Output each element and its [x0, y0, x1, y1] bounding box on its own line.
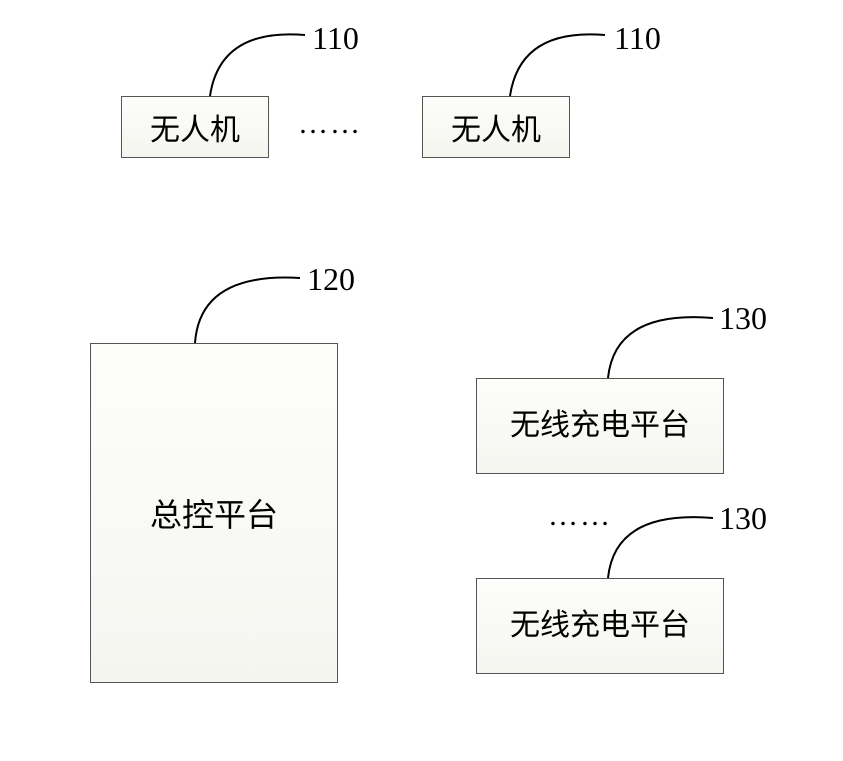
master-control-box: 总控平台	[90, 343, 338, 683]
charger-box-2-text: 无线充电平台	[490, 606, 710, 646]
ellipsis-right: ……	[548, 499, 612, 533]
charger-box-1-text: 无线充电平台	[490, 406, 710, 446]
drone-box-1: 无人机	[121, 96, 269, 158]
ellipsis-top: ……	[298, 107, 362, 141]
master-control-text: 总控平台	[150, 490, 278, 536]
charger-box-1: 无线充电平台	[476, 378, 724, 474]
ref-label-charger-2: 130	[719, 500, 767, 537]
ref-label-master: 120	[307, 261, 355, 298]
ref-label-drone-2: 110	[614, 20, 661, 57]
drone-box-2-text: 无人机	[451, 105, 541, 149]
drone-box-1-text: 无人机	[150, 105, 240, 149]
drone-box-2: 无人机	[422, 96, 570, 158]
ref-label-drone-1: 110	[312, 20, 359, 57]
ref-label-charger-1: 130	[719, 300, 767, 337]
charger-box-2: 无线充电平台	[476, 578, 724, 674]
